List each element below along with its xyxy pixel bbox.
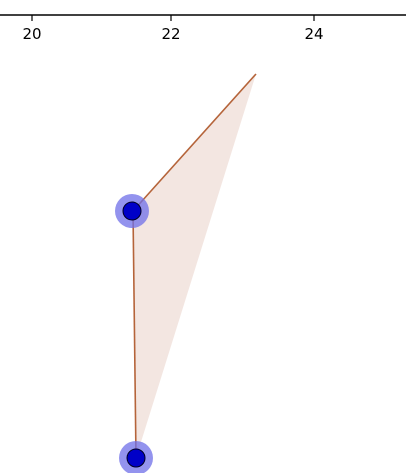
x-tick-label-24: 24: [304, 25, 323, 43]
upper-point[interactable]: [115, 194, 149, 228]
segment-vertical[interactable]: [132, 210, 137, 459]
x-tick-label-20: 20: [22, 25, 41, 43]
x-axis: 20 22 24: [0, 14, 406, 43]
lower-point[interactable]: [119, 441, 153, 473]
shaded-triangle[interactable]: [133, 74, 256, 458]
upper-point-dot[interactable]: [122, 201, 142, 221]
lower-point-dot[interactable]: [126, 448, 146, 468]
x-tick-label-22: 22: [161, 25, 180, 43]
segment-top[interactable]: [132, 73, 257, 212]
